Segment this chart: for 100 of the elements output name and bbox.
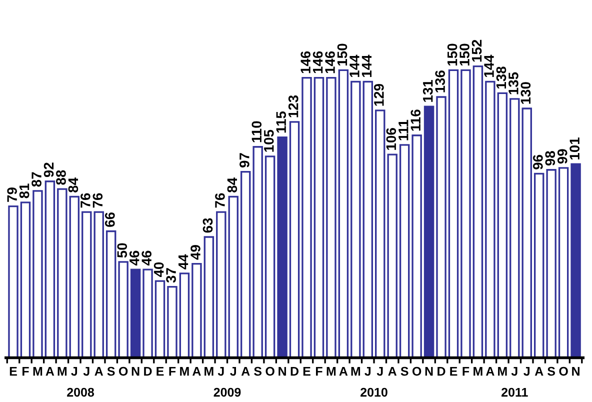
bar [314, 77, 324, 358]
bar [8, 205, 18, 358]
data-label: 146 [300, 51, 310, 74]
bar [375, 110, 386, 358]
data-label: 106 [386, 128, 396, 150]
data-label: 81 [19, 184, 30, 198]
data-label: 76 [80, 193, 90, 208]
x-tick-label: M [180, 366, 189, 376]
x-tick-label: J [218, 366, 224, 376]
data-label: 144 [362, 54, 372, 77]
x-tick-label: E [303, 366, 310, 376]
x-tick-label: E [156, 366, 164, 376]
x-tick-label: A [534, 366, 544, 376]
bar [69, 196, 80, 358]
x-tick-label: E [10, 366, 17, 376]
x-tick-label: O [118, 366, 128, 376]
data-label: 99 [557, 149, 568, 164]
bar [497, 92, 508, 358]
data-label: 79 [7, 188, 17, 202]
text: 2009 [214, 388, 241, 397]
text: 2008 [67, 388, 94, 397]
bar [326, 77, 336, 358]
bar [448, 69, 459, 358]
data-label: 111 [398, 120, 408, 140]
data-label: 144 [484, 54, 494, 77]
data-label: 138 [496, 66, 506, 88]
bar [118, 261, 128, 358]
data-label: 84 [68, 178, 78, 192]
x-tick-label: D [438, 366, 446, 376]
bar [387, 154, 398, 358]
data-label: 44 [178, 254, 188, 270]
data-label: 150 [447, 44, 458, 66]
bar [570, 163, 581, 358]
x-tick-label: F [316, 366, 322, 376]
bar [252, 146, 263, 358]
data-label: 105 [264, 130, 274, 152]
x-tick-label: O [266, 366, 274, 376]
x-tick-label: D [144, 366, 152, 376]
x-tick-label: A [241, 366, 250, 376]
x-tick-label: F [462, 366, 470, 376]
x-tick-label: M [474, 366, 482, 376]
text: 2010 [360, 388, 388, 397]
bar [289, 121, 300, 358]
bar [142, 268, 153, 358]
data-label: 123 [288, 95, 298, 118]
x-tick-label: J [364, 366, 371, 376]
data-label: 96 [532, 154, 543, 170]
data-label: 110 [252, 121, 262, 142]
bar [558, 167, 569, 358]
data-label: 150 [460, 44, 470, 66]
bar [472, 65, 484, 358]
bar [399, 144, 410, 358]
bar [436, 96, 446, 358]
x-tick-label: A [388, 366, 397, 376]
data-label: 87 [32, 172, 42, 187]
bar [32, 190, 43, 358]
x-tick-label: M [33, 366, 42, 376]
data-label: 50 [117, 243, 128, 258]
bar [44, 180, 56, 358]
bar [57, 188, 68, 358]
data-label: 152 [472, 40, 482, 62]
data-label: 92 [44, 162, 54, 178]
bar [485, 80, 496, 358]
x-tick-label: J [511, 366, 518, 376]
x-tick-label: S [548, 366, 556, 376]
x-tick-label: J [376, 366, 383, 376]
x-tick-label: M [326, 366, 336, 376]
x-tick-label: N [132, 366, 140, 376]
bar [412, 134, 422, 358]
bar [240, 170, 251, 358]
x-tick-label: M [498, 366, 507, 376]
data-label: 76 [215, 193, 225, 208]
x-tick-label: J [524, 366, 530, 376]
data-label: 130 [520, 82, 531, 104]
bar [277, 136, 288, 358]
bar [154, 280, 166, 358]
data-label: 63 [202, 218, 213, 233]
bar [350, 80, 361, 358]
x-tick-label: N [425, 366, 433, 376]
bar [106, 230, 116, 358]
data-label: 116 [410, 110, 421, 131]
x-tick-label: D [290, 366, 299, 376]
x-tick-label: M [351, 366, 360, 376]
bar [130, 268, 141, 358]
bar [302, 77, 312, 358]
data-label: 131 [422, 80, 433, 102]
x-tick-label: A [94, 366, 104, 376]
x-tick-label: F [22, 366, 29, 376]
x-tick-label: A [486, 366, 494, 376]
bar [424, 106, 434, 358]
text: 2011 [502, 388, 528, 397]
data-label: 46 [129, 250, 140, 266]
bar [522, 108, 532, 358]
bar [228, 196, 238, 358]
x-tick-label: J [230, 366, 236, 376]
data-label: 84 [227, 178, 238, 192]
x-tick-label: E [450, 366, 458, 376]
data-label: 136 [435, 70, 446, 92]
x-tick-label: S [254, 366, 262, 376]
x-tick-label: S [400, 366, 408, 376]
